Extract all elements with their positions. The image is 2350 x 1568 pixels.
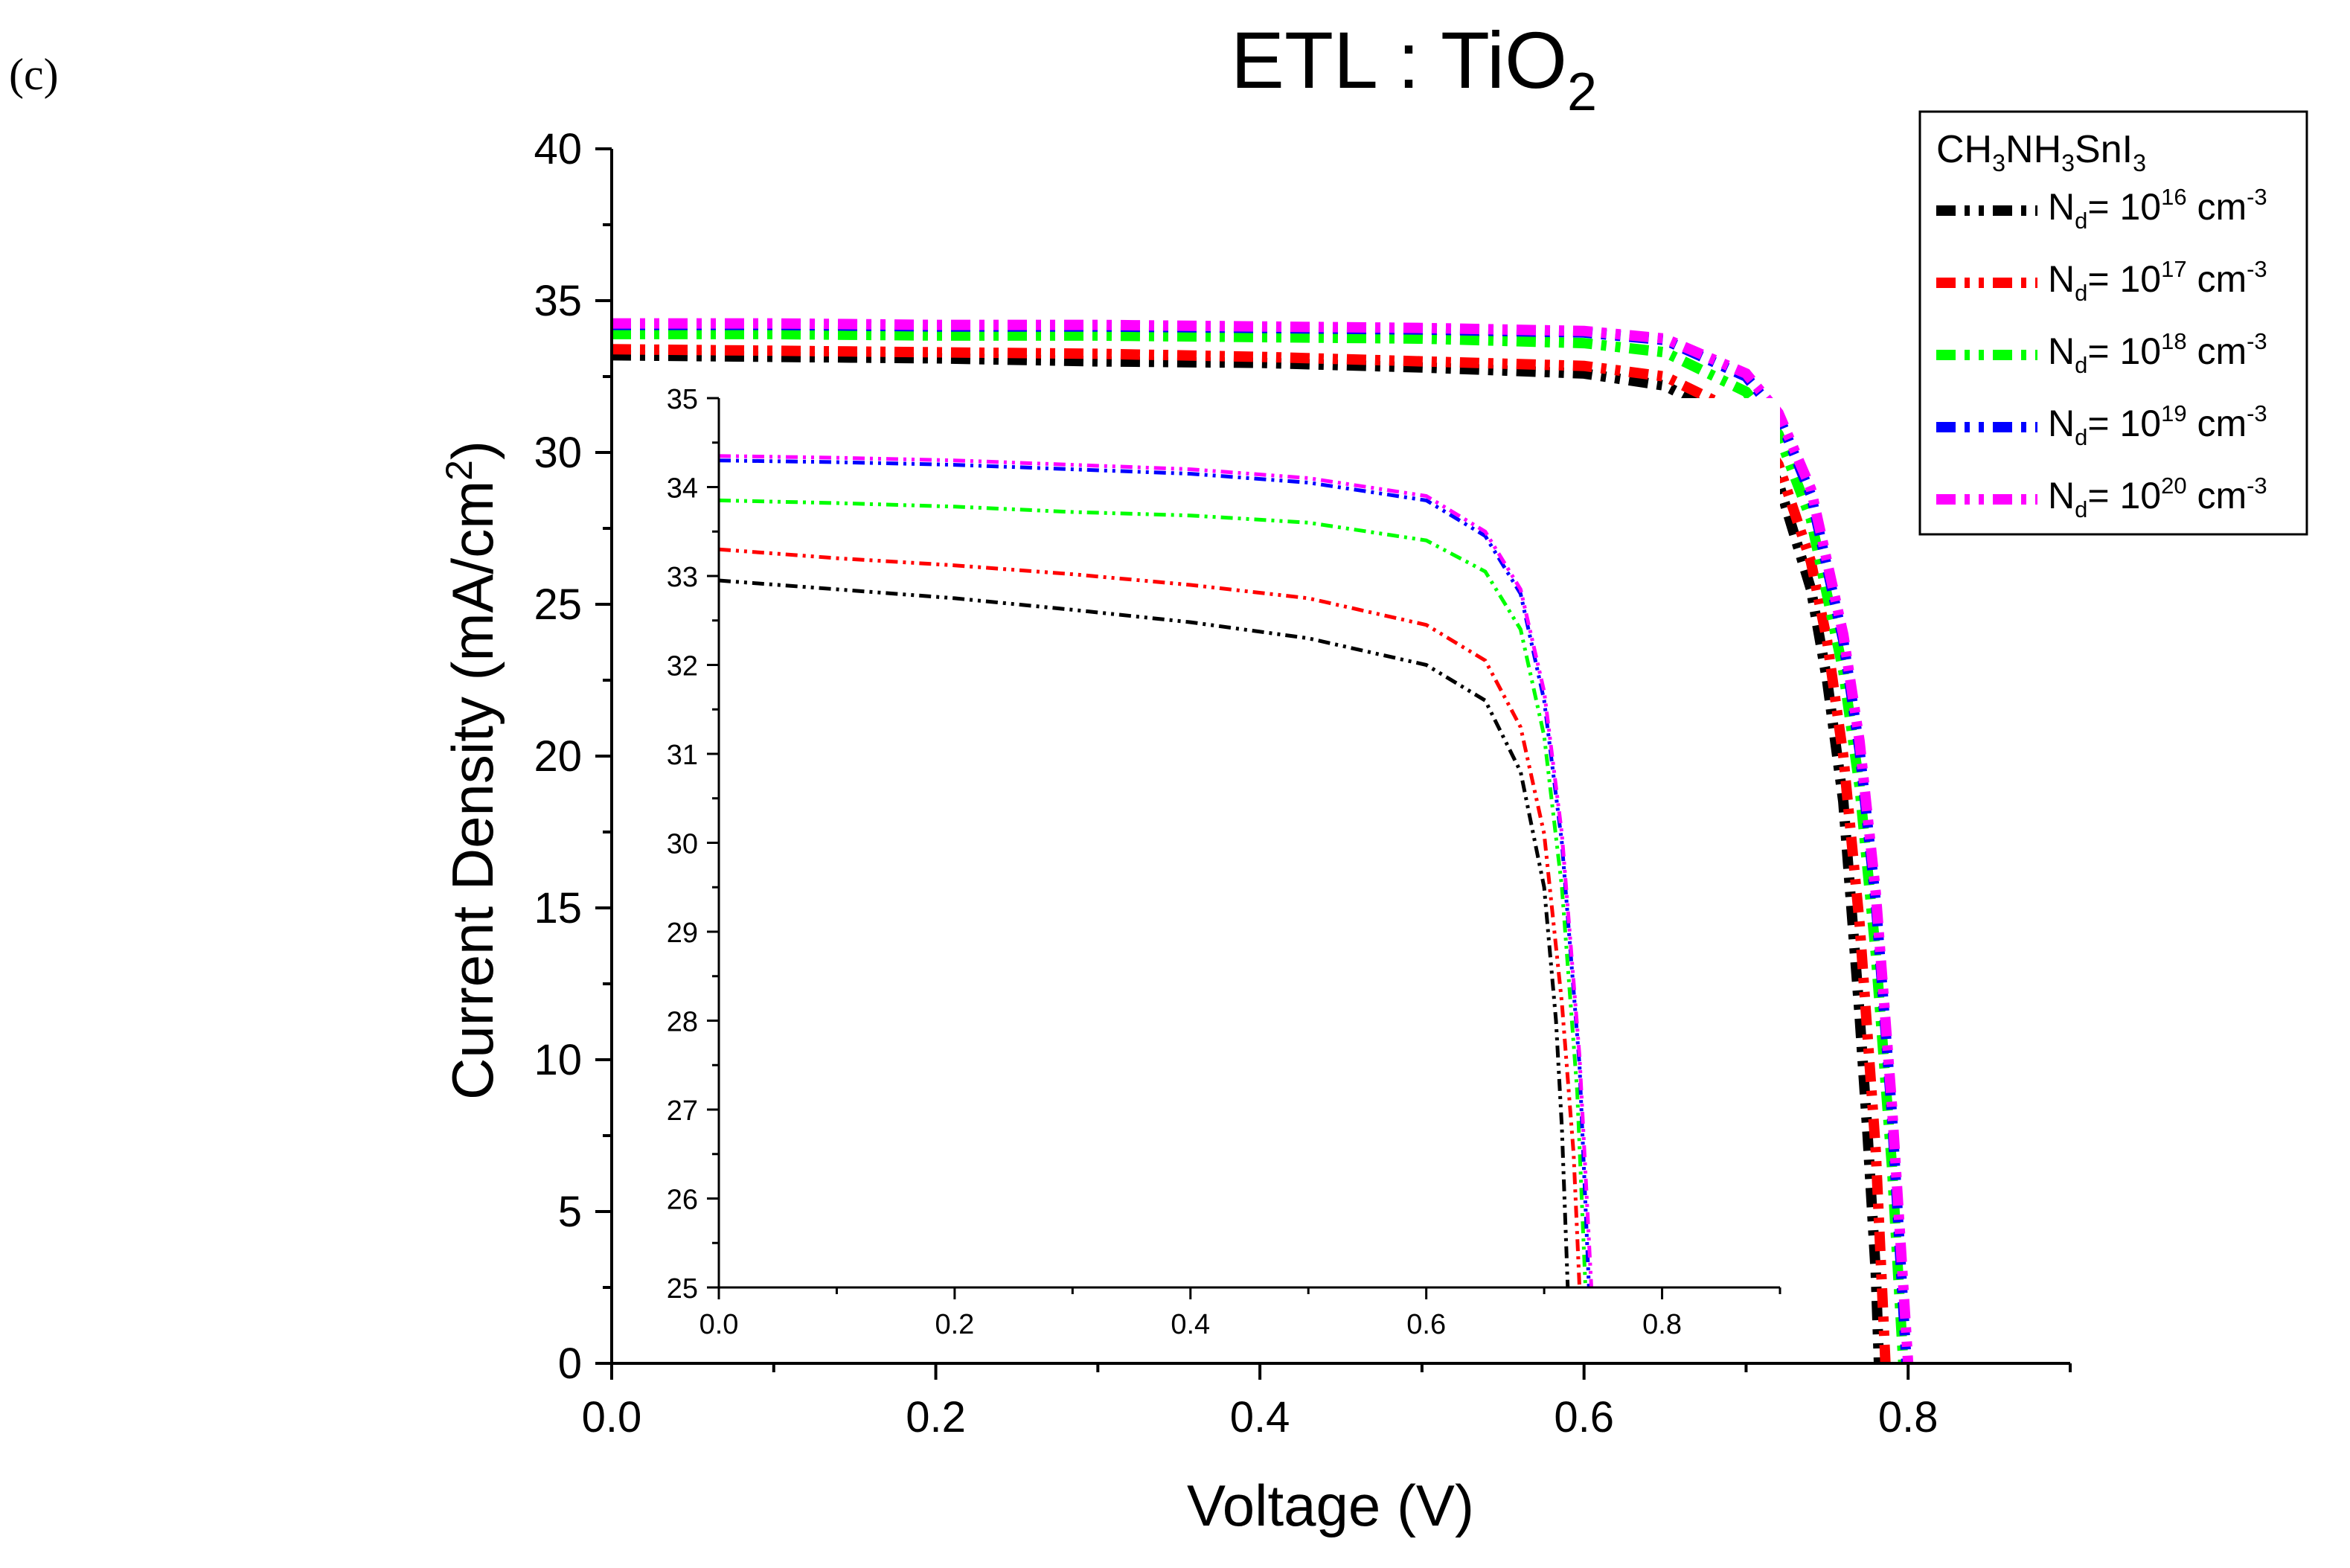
- legend-text-part: N: [2048, 330, 2075, 372]
- legend-text-part: = 10: [2087, 330, 2161, 372]
- legend-text-part: -3: [2247, 473, 2267, 499]
- inset-y-tick-label: 29: [667, 918, 698, 949]
- y-tick-label: 40: [534, 125, 582, 173]
- legend-text-part: d: [2075, 496, 2087, 522]
- x-tick-label: 0.2: [906, 1393, 966, 1441]
- inset-series-line-1: [718, 578, 1570, 1288]
- main-axes: 0.0 0.2 0.4 0.6 0.8 0 5 10 15 20 25 30 35 40: [534, 125, 2072, 1441]
- inset-x-tick-label: 0.8: [1642, 1309, 1682, 1340]
- inset-series-line-2: [718, 547, 1582, 1288]
- legend-box: [1918, 110, 2308, 536]
- legend-text-part: CH: [1936, 128, 1992, 171]
- inset-series-line-4: [718, 458, 1591, 1288]
- legend-text-part: = 10: [2087, 403, 2161, 444]
- legend-text-part: 3: [2061, 150, 2075, 176]
- y-tick-label: 20: [534, 732, 582, 781]
- inset-y-tick-label: 32: [667, 651, 698, 682]
- panel-label: (c): [9, 50, 59, 99]
- inset-x-tick-label: 0.2: [935, 1309, 974, 1340]
- legend-text-part: cm: [2187, 330, 2247, 372]
- legend-text-part: N: [2048, 475, 2075, 516]
- legend-text-part: cm: [2187, 258, 2247, 300]
- x-tick-label: 0.0: [582, 1393, 642, 1441]
- inset-background: [719, 398, 1780, 1287]
- legend-text-part: d: [2075, 208, 2087, 234]
- inset-y-tick-label: 35: [667, 384, 698, 415]
- inset-y-tick-label: 27: [667, 1095, 698, 1127]
- legend-text-part: -3: [2247, 400, 2267, 426]
- legend-text-part: N: [2048, 403, 2075, 444]
- inset-series-line-5: [718, 454, 1593, 1288]
- y-tick-label: 30: [534, 429, 582, 477]
- chart-title: ETL : TiO2: [1231, 15, 1597, 122]
- legend-text-part: -3: [2247, 184, 2267, 210]
- y-tick-label: 0: [558, 1340, 582, 1388]
- legend-label-1: Nd= 1016 cm-3: [2048, 184, 2267, 234]
- legend-text-part: 19: [2161, 400, 2186, 426]
- inset-y-tick-label: 28: [667, 1007, 698, 1038]
- main-series-line-2: [611, 344, 1891, 1364]
- chart-title-text: ETL : TiO: [1231, 15, 1567, 105]
- legend-text-part: cm: [2187, 186, 2247, 228]
- legend-text-part: SnI: [2075, 128, 2133, 171]
- x-axis-label: Voltage (V): [1187, 1473, 1474, 1538]
- legend-label-5: Nd= 1020 cm-3: [2048, 473, 2267, 522]
- legend-text-part: N: [2048, 258, 2075, 300]
- legend-text-part: NH: [2005, 128, 2061, 171]
- inset-y-tick-label: 34: [667, 473, 698, 505]
- legend-label-2: Nd= 1017 cm-3: [2048, 256, 2267, 306]
- inset-y-tick-label: 25: [667, 1273, 698, 1305]
- legend-text-part: d: [2075, 352, 2087, 378]
- legend-text-part: 3: [1992, 150, 2005, 176]
- y-axis-label: Current Density (mA/cm2): [438, 441, 505, 1100]
- inset-y-tick-label: 33: [667, 562, 698, 593]
- y-axis-label-end: ): [440, 441, 505, 460]
- legend-text-part: -3: [2247, 256, 2267, 282]
- x-tick-label: 0.6: [1554, 1393, 1614, 1441]
- legend-title: CH3NH3SnI3: [1936, 128, 2146, 176]
- legend-text-part: = 10: [2087, 186, 2161, 228]
- y-tick-label: 10: [534, 1036, 582, 1084]
- legend-text-part: = 10: [2087, 475, 2161, 516]
- y-tick-label: 35: [534, 277, 582, 325]
- main-series-line-5: [612, 318, 1914, 1364]
- x-tick-label: 0.4: [1230, 1393, 1290, 1441]
- inset-series-group: [718, 454, 1593, 1288]
- y-axis-label-text: Current Density (mA/cm: [440, 481, 505, 1100]
- legend-text-part: 16: [2161, 184, 2186, 210]
- inset-x-tick-label: 0.4: [1171, 1309, 1210, 1340]
- legend: CH3NH3SnI3 Nd= 1016 cm-3Nd= 1017 cm-3Nd=…: [1918, 110, 2308, 536]
- legend-text-part: = 10: [2087, 258, 2161, 300]
- y-tick-label: 5: [558, 1188, 582, 1236]
- inset-series-line-3: [718, 498, 1588, 1288]
- legend-text-part: d: [2075, 424, 2087, 450]
- legend-text-part: -3: [2247, 328, 2267, 354]
- legend-text-part: 18: [2161, 328, 2186, 354]
- legend-text-part: 20: [2161, 473, 2186, 499]
- legend-text-part: 3: [2133, 150, 2146, 176]
- legend-text-part: d: [2075, 280, 2087, 306]
- y-tick-label: 15: [534, 884, 582, 932]
- inset-y-tick-label: 31: [667, 740, 698, 771]
- inset-plot: 0.0 0.2 0.4 0.6 0.8 25 26 27 28 29 30 31 32 33 34 35: [667, 384, 1781, 1340]
- y-axis-label-sup: 2: [438, 460, 480, 481]
- legend-text-part: N: [2048, 186, 2075, 228]
- legend-text-part: cm: [2187, 403, 2247, 444]
- y-tick-label: 25: [534, 580, 582, 629]
- inset-x-tick-label: 0.6: [1406, 1309, 1446, 1340]
- inset-y-tick-label: 30: [667, 829, 698, 860]
- legend-text-part: cm: [2187, 475, 2247, 516]
- legend-entries: Nd= 1016 cm-3Nd= 1017 cm-3Nd= 1018 cm-3N…: [1936, 184, 2267, 522]
- legend-label-3: Nd= 1018 cm-3: [2048, 328, 2267, 378]
- x-tick-label: 0.8: [1878, 1393, 1938, 1441]
- legend-text-part: 17: [2161, 256, 2186, 282]
- inset-axes: 0.0 0.2 0.4 0.6 0.8 25 26 27 28 29 30 31 32 33 34 35: [667, 384, 1781, 1340]
- legend-label-4: Nd= 1019 cm-3: [2048, 400, 2267, 450]
- chart-title-subscript: 2: [1567, 63, 1597, 122]
- inset-x-tick-label: 0.0: [699, 1309, 739, 1340]
- inset-y-tick-label: 26: [667, 1185, 698, 1216]
